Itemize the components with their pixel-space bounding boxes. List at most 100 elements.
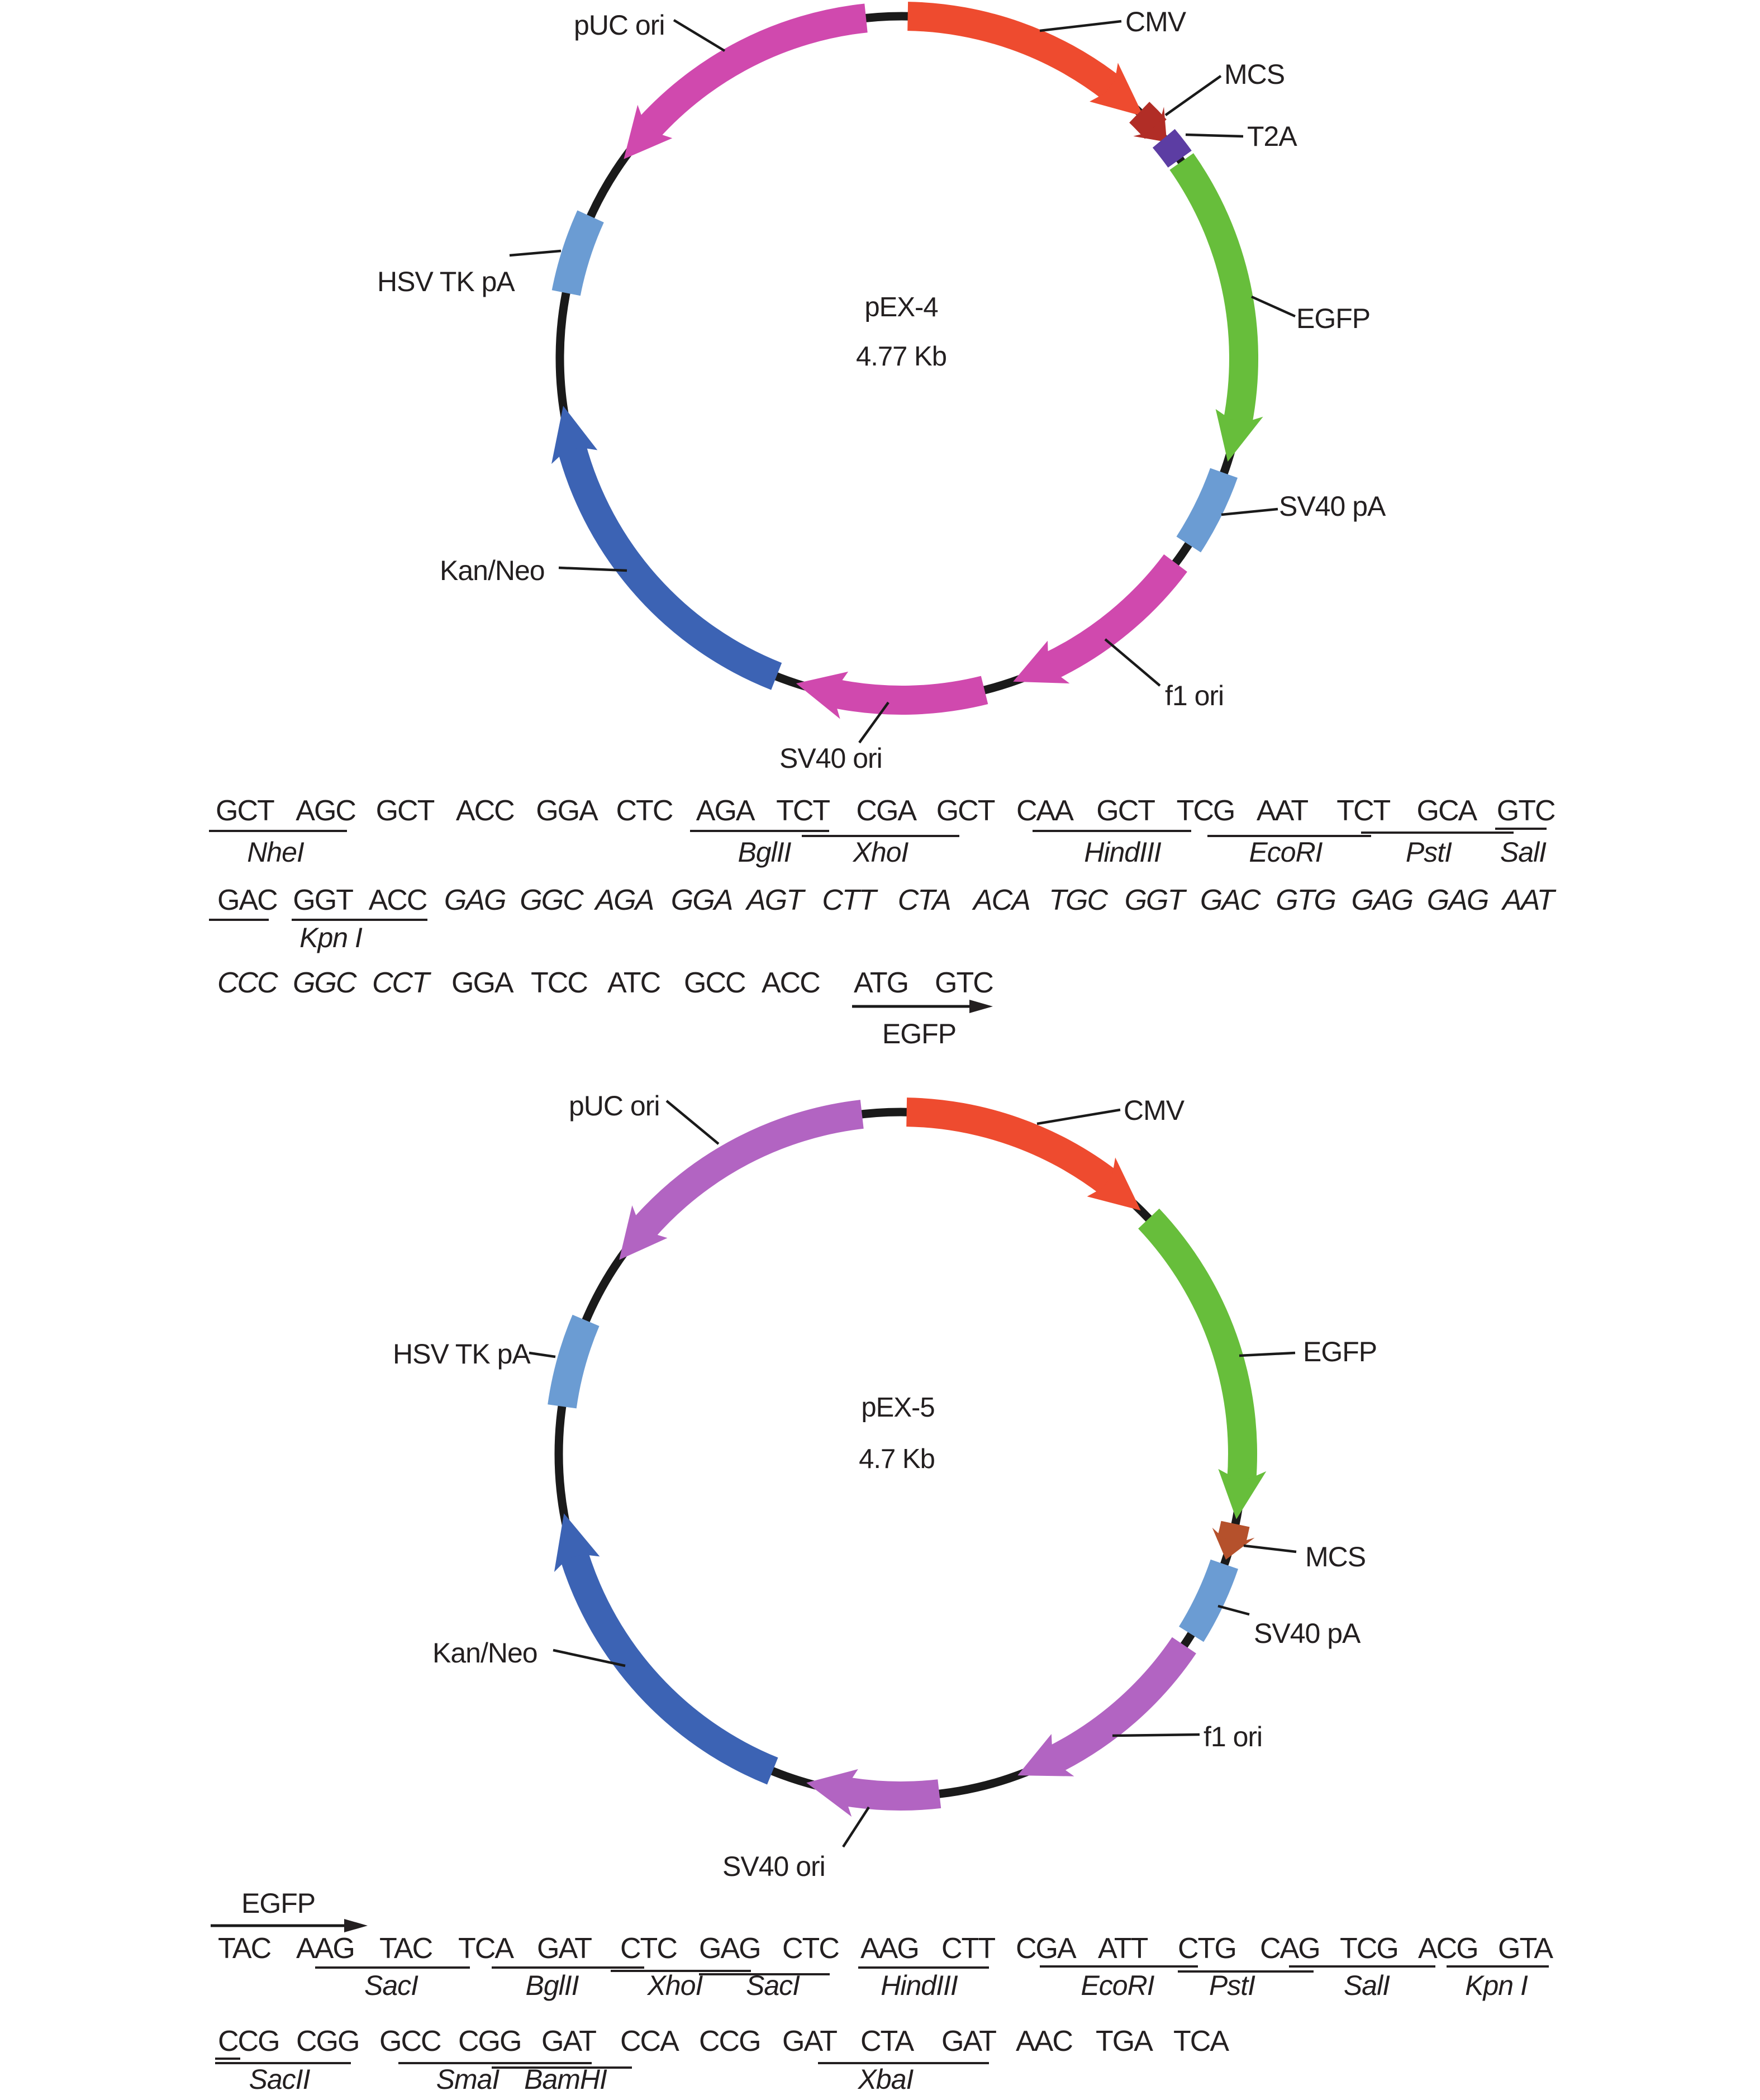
svg-text:BglII: BglII: [525, 1970, 579, 2001]
svg-text:CTC: CTC: [620, 1932, 677, 1965]
svg-text:pEX-4: pEX-4: [864, 292, 938, 322]
svg-text:CGG: CGG: [296, 2025, 359, 2058]
svg-text:GAG: GAG: [1427, 884, 1488, 916]
svg-text:EGFP: EGFP: [241, 1888, 315, 1919]
svg-text:CTT: CTT: [822, 884, 878, 916]
svg-text:EGFP: EGFP: [882, 1018, 956, 1049]
svg-text:Kan/Neo: Kan/Neo: [440, 555, 545, 586]
svg-text:GCT: GCT: [376, 795, 435, 827]
svg-text:ACC: ACC: [762, 967, 820, 999]
svg-text:AGT: AGT: [745, 884, 806, 916]
svg-text:AGA: AGA: [696, 795, 755, 827]
svg-text:TCG: TCG: [1340, 1932, 1398, 1965]
svg-text:TGC: TGC: [1049, 884, 1108, 916]
svg-text:GTC: GTC: [1497, 795, 1555, 827]
svg-text:GTA: GTA: [1498, 1932, 1553, 1965]
svg-text:AAT: AAT: [1257, 795, 1309, 827]
svg-text:XhoI: XhoI: [647, 1970, 703, 2001]
svg-text:pUC ori: pUC ori: [574, 9, 664, 41]
svg-text:SV40 pA: SV40 pA: [1279, 491, 1386, 522]
svg-text:EcoRI: EcoRI: [1081, 1970, 1154, 2001]
svg-text:GCC: GCC: [684, 967, 745, 999]
svg-text:CGA: CGA: [856, 795, 917, 827]
svg-text:TCT: TCT: [1336, 795, 1390, 827]
svg-text:HSV TK pA: HSV TK pA: [393, 1338, 531, 1370]
svg-text:CAA: CAA: [1016, 795, 1074, 827]
svg-text:GAG: GAG: [1352, 884, 1413, 916]
svg-text:Kpn I: Kpn I: [299, 922, 363, 953]
svg-text:Kan/Neo: Kan/Neo: [432, 1637, 537, 1669]
svg-text:HSV TK pA: HSV TK pA: [377, 266, 515, 297]
svg-text:TGA: TGA: [1096, 2025, 1153, 2058]
svg-text:f1 ori: f1 ori: [1165, 680, 1224, 711]
svg-text:TCC: TCC: [531, 967, 587, 999]
svg-text:4.77 Kb: 4.77 Kb: [856, 341, 946, 372]
svg-text:GGT: GGT: [1125, 884, 1187, 916]
svg-text:f1 ori: f1 ori: [1204, 1721, 1262, 1752]
svg-text:CCC: CCC: [217, 967, 278, 999]
svg-text:CCT: CCT: [372, 967, 431, 999]
svg-text:HindIII: HindIII: [1084, 837, 1162, 868]
svg-text:GCT: GCT: [1096, 795, 1155, 827]
svg-text:BglII: BglII: [738, 837, 791, 868]
svg-text:EGFP: EGFP: [1296, 303, 1370, 334]
svg-text:CGA: CGA: [1016, 1932, 1077, 1965]
svg-text:GAT: GAT: [541, 2025, 596, 2058]
svg-text:SV40 ori: SV40 ori: [779, 743, 882, 774]
svg-text:ATC: ATC: [607, 967, 660, 999]
svg-text:GCC: GCC: [379, 2025, 441, 2058]
svg-text:GAG: GAG: [444, 884, 506, 916]
svg-text:4.7 Kb: 4.7 Kb: [859, 1444, 935, 1474]
svg-text:GGA: GGA: [536, 795, 598, 827]
svg-text:XhoI: XhoI: [853, 837, 909, 868]
svg-text:GGA: GGA: [671, 884, 732, 916]
svg-text:CTC: CTC: [782, 1932, 839, 1965]
svg-text:TCG: TCG: [1177, 795, 1235, 827]
svg-text:CTA: CTA: [898, 884, 950, 916]
svg-text:GCA: GCA: [1417, 795, 1478, 827]
svg-text:BamHI: BamHI: [524, 2064, 607, 2095]
svg-text:ACA: ACA: [972, 884, 1030, 916]
svg-text:SalI: SalI: [1344, 1970, 1390, 2001]
svg-text:MCS: MCS: [1305, 1541, 1366, 1572]
svg-text:GTG: GTG: [1276, 884, 1335, 916]
svg-text:TCT: TCT: [776, 795, 830, 827]
svg-text:CGG: CGG: [458, 2025, 521, 2058]
svg-text:AAG: AAG: [860, 1932, 919, 1965]
svg-text:GAC: GAC: [1200, 884, 1261, 916]
svg-text:TCA: TCA: [1173, 2025, 1229, 2058]
svg-text:CTG: CTG: [1178, 1932, 1236, 1965]
svg-text:GAT: GAT: [537, 1932, 592, 1965]
svg-text:GAT: GAT: [782, 2025, 837, 2058]
svg-text:CMV: CMV: [1125, 6, 1187, 37]
svg-text:ATT: ATT: [1098, 1932, 1148, 1965]
svg-text:PstI: PstI: [1209, 1970, 1255, 2001]
svg-text:CTC: CTC: [616, 795, 673, 827]
svg-text:AAC: AAC: [1016, 2025, 1072, 2058]
svg-text:CTT: CTT: [941, 1932, 995, 1965]
svg-text:TAC: TAC: [218, 1932, 271, 1965]
svg-text:CCG: CCG: [218, 2025, 279, 2058]
svg-text:SalI: SalI: [1500, 837, 1547, 868]
svg-text:ACC: ACC: [456, 795, 514, 827]
svg-text:CTA: CTA: [860, 2025, 914, 2058]
svg-text:CCA: CCA: [620, 2025, 679, 2058]
svg-text:SV40 pA: SV40 pA: [1254, 1618, 1361, 1649]
svg-text:ACG: ACG: [1418, 1932, 1478, 1965]
svg-text:GGA: GGA: [451, 967, 514, 999]
svg-text:AGC: AGC: [296, 795, 355, 827]
svg-text:GGC: GGC: [520, 884, 584, 916]
svg-text:Kpn I: Kpn I: [1465, 1970, 1528, 2001]
svg-text:GGC: GGC: [293, 967, 357, 999]
svg-text:ACC: ACC: [369, 884, 427, 916]
svg-text:CAG: CAG: [1260, 1932, 1320, 1965]
svg-text:GTC: GTC: [935, 967, 993, 999]
svg-text:AGA: AGA: [594, 884, 654, 916]
svg-text:SacII: SacII: [249, 2064, 311, 2095]
svg-text:GAT: GAT: [941, 2025, 996, 2058]
svg-text:TCA: TCA: [458, 1932, 514, 1965]
svg-text:GCT: GCT: [936, 795, 995, 827]
svg-text:PstI: PstI: [1406, 837, 1452, 868]
svg-text:CCG: CCG: [699, 2025, 760, 2058]
svg-text:pEX-5: pEX-5: [861, 1393, 934, 1423]
